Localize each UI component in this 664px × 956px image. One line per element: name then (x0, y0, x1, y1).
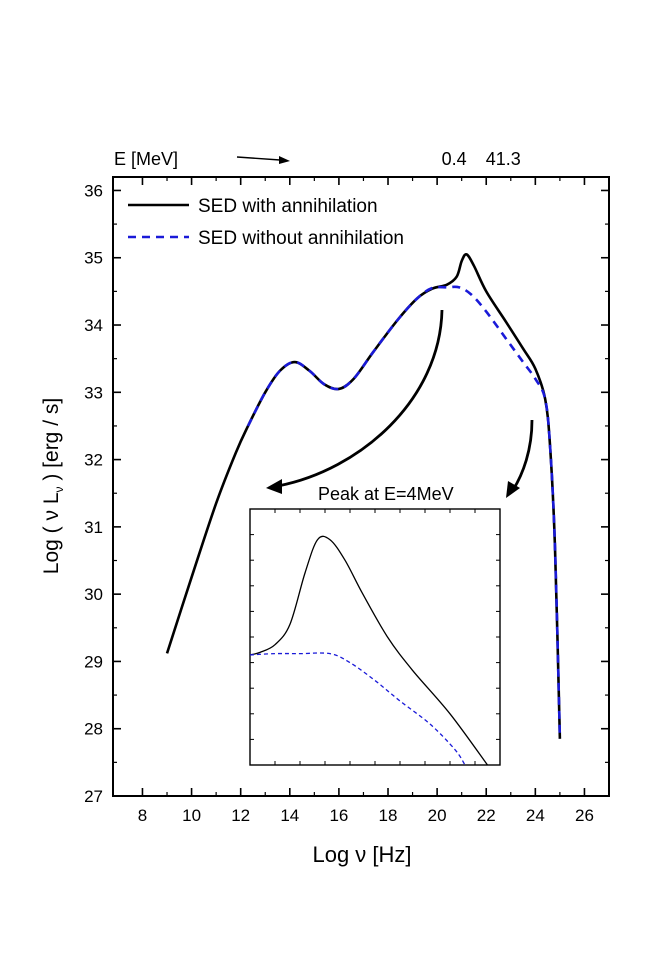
peak-annotation: Peak at E=4MeV (318, 484, 454, 504)
x-tick-label: 16 (329, 806, 348, 825)
x-tick-label: 8 (138, 806, 147, 825)
y-tick-label: 36 (84, 181, 103, 200)
y-tick-label: 27 (84, 787, 103, 806)
y-tick-label: 34 (84, 316, 103, 335)
y-axis-label: Log ( ν Lν ) [erg / s] (40, 398, 66, 574)
x-tick-label: 10 (182, 806, 201, 825)
y-tick-label: 32 (84, 451, 103, 470)
x-tick-label: 22 (477, 806, 496, 825)
y-tick-label: 35 (84, 249, 103, 268)
svg-text:Log ( ν Lν ) [erg / s]: Log ( ν Lν ) [erg / s] (40, 398, 66, 574)
top-tick-label: 41.3 (486, 149, 521, 169)
y-tick-label: 29 (84, 652, 103, 671)
x-tick-label: 14 (280, 806, 299, 825)
y-tick-label: 31 (84, 518, 103, 537)
y-tick-label: 28 (84, 720, 103, 739)
series-line-with-annihilation (165, 252, 562, 739)
x-tick-label: 24 (526, 806, 545, 825)
series-line-without-annihilation (246, 285, 562, 739)
legend: SED with annihilation SED without annihi… (128, 196, 404, 249)
x-tick-label: 18 (379, 806, 398, 825)
inset-line-with-annihilation (249, 535, 489, 766)
legend-entry-1: SED with annihilation (198, 196, 378, 217)
x-axis-label: Log ν [Hz] (312, 842, 411, 867)
x-tick-label: 20 (428, 806, 447, 825)
legend-entry-2: SED without annihilation (198, 228, 404, 249)
top-tick-label: 0.4 (442, 149, 467, 169)
x-tick-label: 26 (575, 806, 594, 825)
top-axis-label: E [MeV] (114, 149, 178, 169)
inset-line-without-annihilation (249, 652, 466, 766)
top-axis-arrow (236, 156, 290, 164)
pointer-arrow-right (506, 419, 534, 498)
inset-frame (249, 508, 501, 766)
y-tick-label: 33 (84, 383, 103, 402)
plot-frame (112, 176, 610, 797)
y-tick-label: 30 (84, 585, 103, 604)
x-tick-label: 12 (231, 806, 250, 825)
pointer-arrow-left (266, 309, 444, 494)
